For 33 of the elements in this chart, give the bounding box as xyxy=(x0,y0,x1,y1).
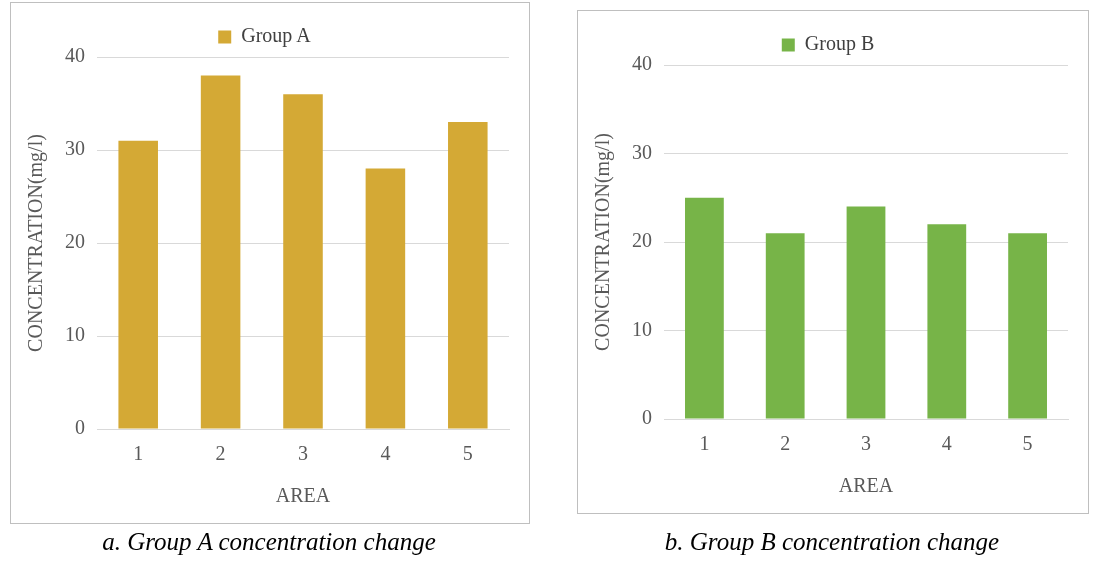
x-axis-title: AREA xyxy=(275,484,331,507)
y-tick-label: 20 xyxy=(632,229,652,252)
y-tick-label: 10 xyxy=(65,323,85,346)
bar xyxy=(200,75,241,429)
y-tick-label: 20 xyxy=(65,230,85,253)
x-tick-label: 4 xyxy=(380,442,391,465)
bar xyxy=(283,94,323,429)
text: a. Group A concentration change xyxy=(101,528,437,556)
y-tick-label: 40 xyxy=(65,44,85,67)
bar xyxy=(365,168,406,429)
legend-label: Group B xyxy=(804,32,875,56)
x-tick-label: 3 xyxy=(298,442,308,465)
x-axis-title: AREA xyxy=(838,474,894,497)
bar xyxy=(448,122,488,429)
y-tick-label: 30 xyxy=(632,140,652,163)
y-tick-label: 40 xyxy=(632,52,652,75)
y-tick-label: 0 xyxy=(642,406,652,429)
x-tick-label: 5 xyxy=(1022,432,1033,455)
x-tick-label: 3 xyxy=(861,432,871,455)
x-tick-label: 4 xyxy=(941,432,952,455)
y-axis-title: CONCENTRATION(mg/l) xyxy=(591,133,615,351)
x-tick-label: 2 xyxy=(780,432,791,455)
x-tick-label: 1 xyxy=(699,432,710,455)
y-tick-label: 10 xyxy=(632,317,652,340)
x-tick-label: 5 xyxy=(462,442,473,465)
y-axis-title: CONCENTRATION(mg/l) xyxy=(24,134,48,352)
y-tick-label: 0 xyxy=(75,416,85,439)
x-tick-label: 2 xyxy=(215,442,226,465)
bar xyxy=(118,140,158,429)
text: b. Group B concentration change xyxy=(663,528,1001,556)
legend-label: Group A xyxy=(241,24,312,48)
x-tick-label: 1 xyxy=(133,442,144,465)
y-tick-label: 30 xyxy=(65,137,85,160)
